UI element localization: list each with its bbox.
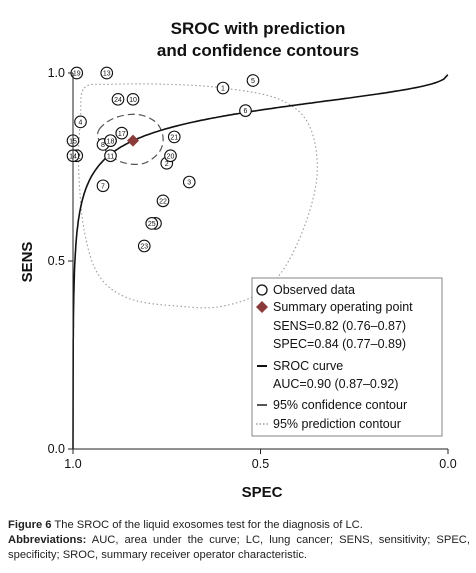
observed-point-5 xyxy=(246,74,260,87)
observed-point-label-19: 19 xyxy=(73,71,81,78)
axis-ticks: 1.0 0.5 0.0 0.0 0.5 1.0 xyxy=(48,66,457,471)
x-tick-label: 0.5 xyxy=(252,457,269,471)
observed-point-4 xyxy=(74,115,87,129)
prediction-contour xyxy=(77,83,318,309)
sroc-curve xyxy=(72,74,449,450)
legend-prediction-contour: 95% prediction contour xyxy=(273,417,401,431)
observed-point-label-23: 23 xyxy=(140,244,148,251)
y-tick-label: 0.5 xyxy=(48,254,65,268)
legend-spec-value: SPEC=0.84 (0.77–0.89) xyxy=(273,337,406,351)
observed-point-label-21: 21 xyxy=(170,135,178,142)
sroc-figure: SROC with prediction and confidence cont… xyxy=(19,19,457,501)
observed-point-3 xyxy=(182,175,196,189)
plot-area: 1234567891011121314151617181920212223242… xyxy=(66,66,449,450)
observed-point-label-20: 20 xyxy=(167,153,175,160)
chart-title-line-2: and confidence contours xyxy=(157,41,359,60)
observed-point-label-3: 3 xyxy=(187,180,191,187)
y-axis-label: SENS xyxy=(19,242,36,283)
caption-figure-line: Figure 6 The SROC of the liquid exosomes… xyxy=(8,518,470,533)
observed-point-11 xyxy=(104,149,117,163)
caption-figure-label: Figure 6 xyxy=(8,519,52,531)
observed-point-18 xyxy=(104,134,117,148)
observed-point-label-22: 22 xyxy=(159,198,167,205)
observed-point-23 xyxy=(137,239,151,253)
y-tick-label: 1.0 xyxy=(48,66,65,80)
observed-point-label-5: 5 xyxy=(251,78,255,85)
observed-point-label-7: 7 xyxy=(101,183,105,190)
observed-point-label-17: 17 xyxy=(118,131,126,138)
observed-point-7 xyxy=(96,179,110,193)
observed-point-label-24: 24 xyxy=(114,97,122,104)
x-tick-label: 1.0 xyxy=(64,457,81,471)
legend-sens-value: SENS=0.82 (0.76–0.87) xyxy=(273,319,406,333)
observed-point-label-10: 10 xyxy=(129,97,137,104)
summary-operating-point xyxy=(127,134,139,147)
observed-point-13 xyxy=(100,66,114,80)
caption-abbrev-label: Abbreviations: xyxy=(8,534,87,546)
observed-point-label-18: 18 xyxy=(107,138,115,145)
observed-point-1 xyxy=(216,81,230,95)
figure-caption: Figure 6 The SROC of the liquid exosomes… xyxy=(8,518,470,563)
observed-point-label-8: 8 xyxy=(101,142,105,149)
caption-figure-text: The SROC of the liquid exosomes test for… xyxy=(51,519,363,531)
legend-sroc-curve: SROC curve xyxy=(273,359,343,373)
chart-title-line-1: SROC with prediction xyxy=(171,19,346,38)
legend-diamond-icon xyxy=(256,301,268,313)
y-tick-label: 0.0 xyxy=(48,442,65,456)
legend-observed-data: Observed data xyxy=(273,283,355,297)
caption-abbreviations: Abbreviations: AUC, area under the curve… xyxy=(8,533,470,563)
x-axis-label: SPEC xyxy=(242,484,283,501)
observed-point-22 xyxy=(156,194,170,208)
observed-point-label-13: 13 xyxy=(103,71,111,78)
observed-point-10 xyxy=(126,92,140,106)
observed-point-label-11: 11 xyxy=(107,153,114,160)
observed-point-24 xyxy=(111,92,125,106)
legend-confidence-contour: 95% confidence contour xyxy=(273,398,407,412)
legend-summary-point: Summary operating point xyxy=(273,300,413,314)
observed-point-label-4: 4 xyxy=(79,119,83,126)
observed-point-6 xyxy=(239,104,252,117)
x-tick-label: 0.0 xyxy=(439,457,456,471)
observed-point-21 xyxy=(167,130,181,144)
observed-point-25 xyxy=(145,217,159,230)
observed-point-label-1: 1 xyxy=(221,86,225,93)
legend-auc-value: AUC=0.90 (0.87–0.92) xyxy=(273,377,398,391)
observed-point-17 xyxy=(115,126,129,140)
caption-abbrev-text: AUC, area under the curve; LC, lung canc… xyxy=(8,534,470,561)
legend-box xyxy=(251,277,443,437)
observed-point-20 xyxy=(164,149,177,163)
legend: Observed data Summary operating point SE… xyxy=(251,277,443,437)
observed-point-label-25: 25 xyxy=(148,221,156,228)
observed-point-label-6: 6 xyxy=(244,108,248,115)
observed-point-label-2: 2 xyxy=(165,161,169,168)
legend-circle-icon xyxy=(256,284,268,296)
